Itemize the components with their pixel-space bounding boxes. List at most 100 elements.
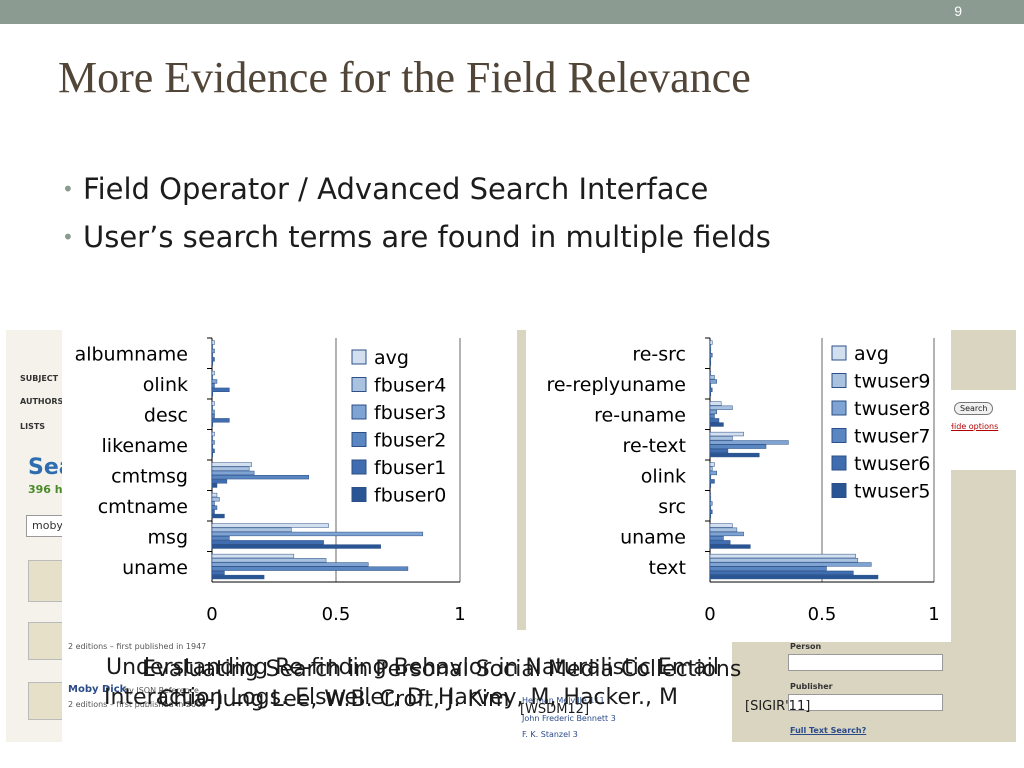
bar <box>709 431 744 437</box>
bar <box>709 418 720 423</box>
category-label: re-uname <box>594 404 686 426</box>
x-tick-label: 1 <box>928 604 939 625</box>
bar <box>709 436 733 441</box>
caption-line1-a: Understanding Re-finding Behavior in Nat… <box>106 655 719 680</box>
bar <box>211 357 215 362</box>
legend-swatch <box>831 345 847 361</box>
bullet-item: • Field Operator / Advanced Search Interf… <box>60 165 771 213</box>
bar <box>709 544 751 549</box>
category-label: msg <box>148 526 188 548</box>
bar <box>709 536 724 541</box>
legend-label: avg <box>854 343 889 365</box>
bar <box>211 540 324 545</box>
twitter-field-chart-svg: re-src re-replyuname re-uname re-text olink s… <box>546 337 940 625</box>
bar <box>709 513 712 519</box>
caption-line2-b: Chia-Jung Lee, W.B. Croft, J. Kim <box>158 687 510 712</box>
legend-swatch <box>351 459 367 475</box>
bg-full-text-link[interactable]: Full Text Search? <box>790 726 867 735</box>
bar <box>709 340 713 345</box>
bg-publisher-label: Publisher <box>790 682 833 691</box>
bg-hide-options-link[interactable]: Hide options <box>948 422 999 431</box>
bg-result-meta: 2 editions – first published in 1947 <box>68 642 207 651</box>
bar <box>211 558 327 563</box>
bg-result-title[interactable]: Moby Dick <box>68 684 127 695</box>
legend-swatch <box>351 432 367 447</box>
bar <box>709 448 729 453</box>
legend-label: twuser6 <box>854 453 931 475</box>
category-label: uname <box>620 526 686 548</box>
bar <box>211 370 215 376</box>
facebook-field-chart: albumname olink desc likename cmtmsg cmtname m… <box>62 330 517 642</box>
bar <box>211 353 214 358</box>
bg-author-link[interactable]: Herman Melville 111 <box>522 696 605 705</box>
bar <box>709 383 712 388</box>
x-tick-label: 0 <box>206 604 217 625</box>
bar <box>709 344 712 349</box>
bar <box>709 409 717 415</box>
bar <box>709 479 715 484</box>
bullet-icon: • <box>62 177 74 201</box>
bar <box>211 348 215 354</box>
bar <box>709 348 712 354</box>
bullet-text: Field Operator / Advanced Search Interfa… <box>83 172 709 206</box>
bar <box>211 501 215 506</box>
bar <box>211 562 369 567</box>
bar <box>709 414 715 419</box>
bar <box>211 570 225 575</box>
bar <box>211 418 230 423</box>
bar <box>709 505 712 510</box>
bg-nav-authors[interactable]: AUTHORS <box>20 397 64 406</box>
category-label: desc <box>144 404 188 426</box>
x-tick-label: 0 <box>704 604 715 625</box>
bar <box>211 440 215 445</box>
bar <box>211 523 329 528</box>
title-bar: 9 <box>0 0 1024 24</box>
bg-author-link[interactable]: John Frederic Bennett 3 <box>522 714 616 723</box>
category-label: olink <box>641 465 686 487</box>
bar <box>211 422 214 427</box>
x-tick-label: 0.5 <box>808 604 837 625</box>
facebook-field-chart-svg: albumname olink desc likename cmtmsg cmtname m… <box>75 337 466 625</box>
bar <box>709 492 712 498</box>
legend-label: fbuser1 <box>374 457 446 479</box>
bar <box>211 431 215 437</box>
bar <box>211 531 424 537</box>
bar <box>709 553 856 559</box>
twitter-field-chart: re-src re-replyuname re-uname re-text olink s… <box>526 330 951 642</box>
bullet-icon: • <box>62 225 74 249</box>
bg-book-cover <box>28 622 66 660</box>
bar <box>211 401 215 406</box>
bar <box>709 566 827 571</box>
bg-search-button[interactable]: Search <box>954 402 994 415</box>
bar <box>211 574 265 580</box>
bar <box>211 452 214 458</box>
bg-nav-lists[interactable]: LISTS <box>20 422 46 431</box>
bar <box>709 509 713 514</box>
x-tick-label: 0.5 <box>322 604 351 625</box>
legend-label: fbuser3 <box>374 402 446 424</box>
bar <box>709 391 712 397</box>
bar <box>709 357 712 362</box>
bar <box>709 475 712 480</box>
x-tick-label: 1 <box>454 604 465 625</box>
bar <box>211 492 218 498</box>
legend-label: fbuser2 <box>374 430 446 452</box>
bar <box>211 414 215 419</box>
bar <box>709 562 872 567</box>
bar <box>211 383 215 388</box>
bg-result-count: 396 h <box>28 483 63 496</box>
bar <box>709 422 724 427</box>
bg-nav-subject[interactable]: SUBJECT <box>20 374 59 383</box>
bg-publisher-field[interactable] <box>788 694 943 711</box>
bg-author-link[interactable]: F. K. Stanzel 3 <box>522 730 578 739</box>
citation-wsdm: [WSDM12] <box>520 702 590 717</box>
bg-result-meta: 2 editions – first published in 2008 <box>68 700 207 709</box>
slide-number: 9 <box>954 3 962 19</box>
bar <box>709 531 744 537</box>
legend-label: twuser5 <box>854 481 931 503</box>
category-label: src <box>658 496 686 518</box>
bar <box>211 513 225 519</box>
bullet-item: • User’s search terms are found in multip… <box>60 213 771 261</box>
bar <box>709 387 713 393</box>
bg-person-field[interactable] <box>788 654 943 671</box>
